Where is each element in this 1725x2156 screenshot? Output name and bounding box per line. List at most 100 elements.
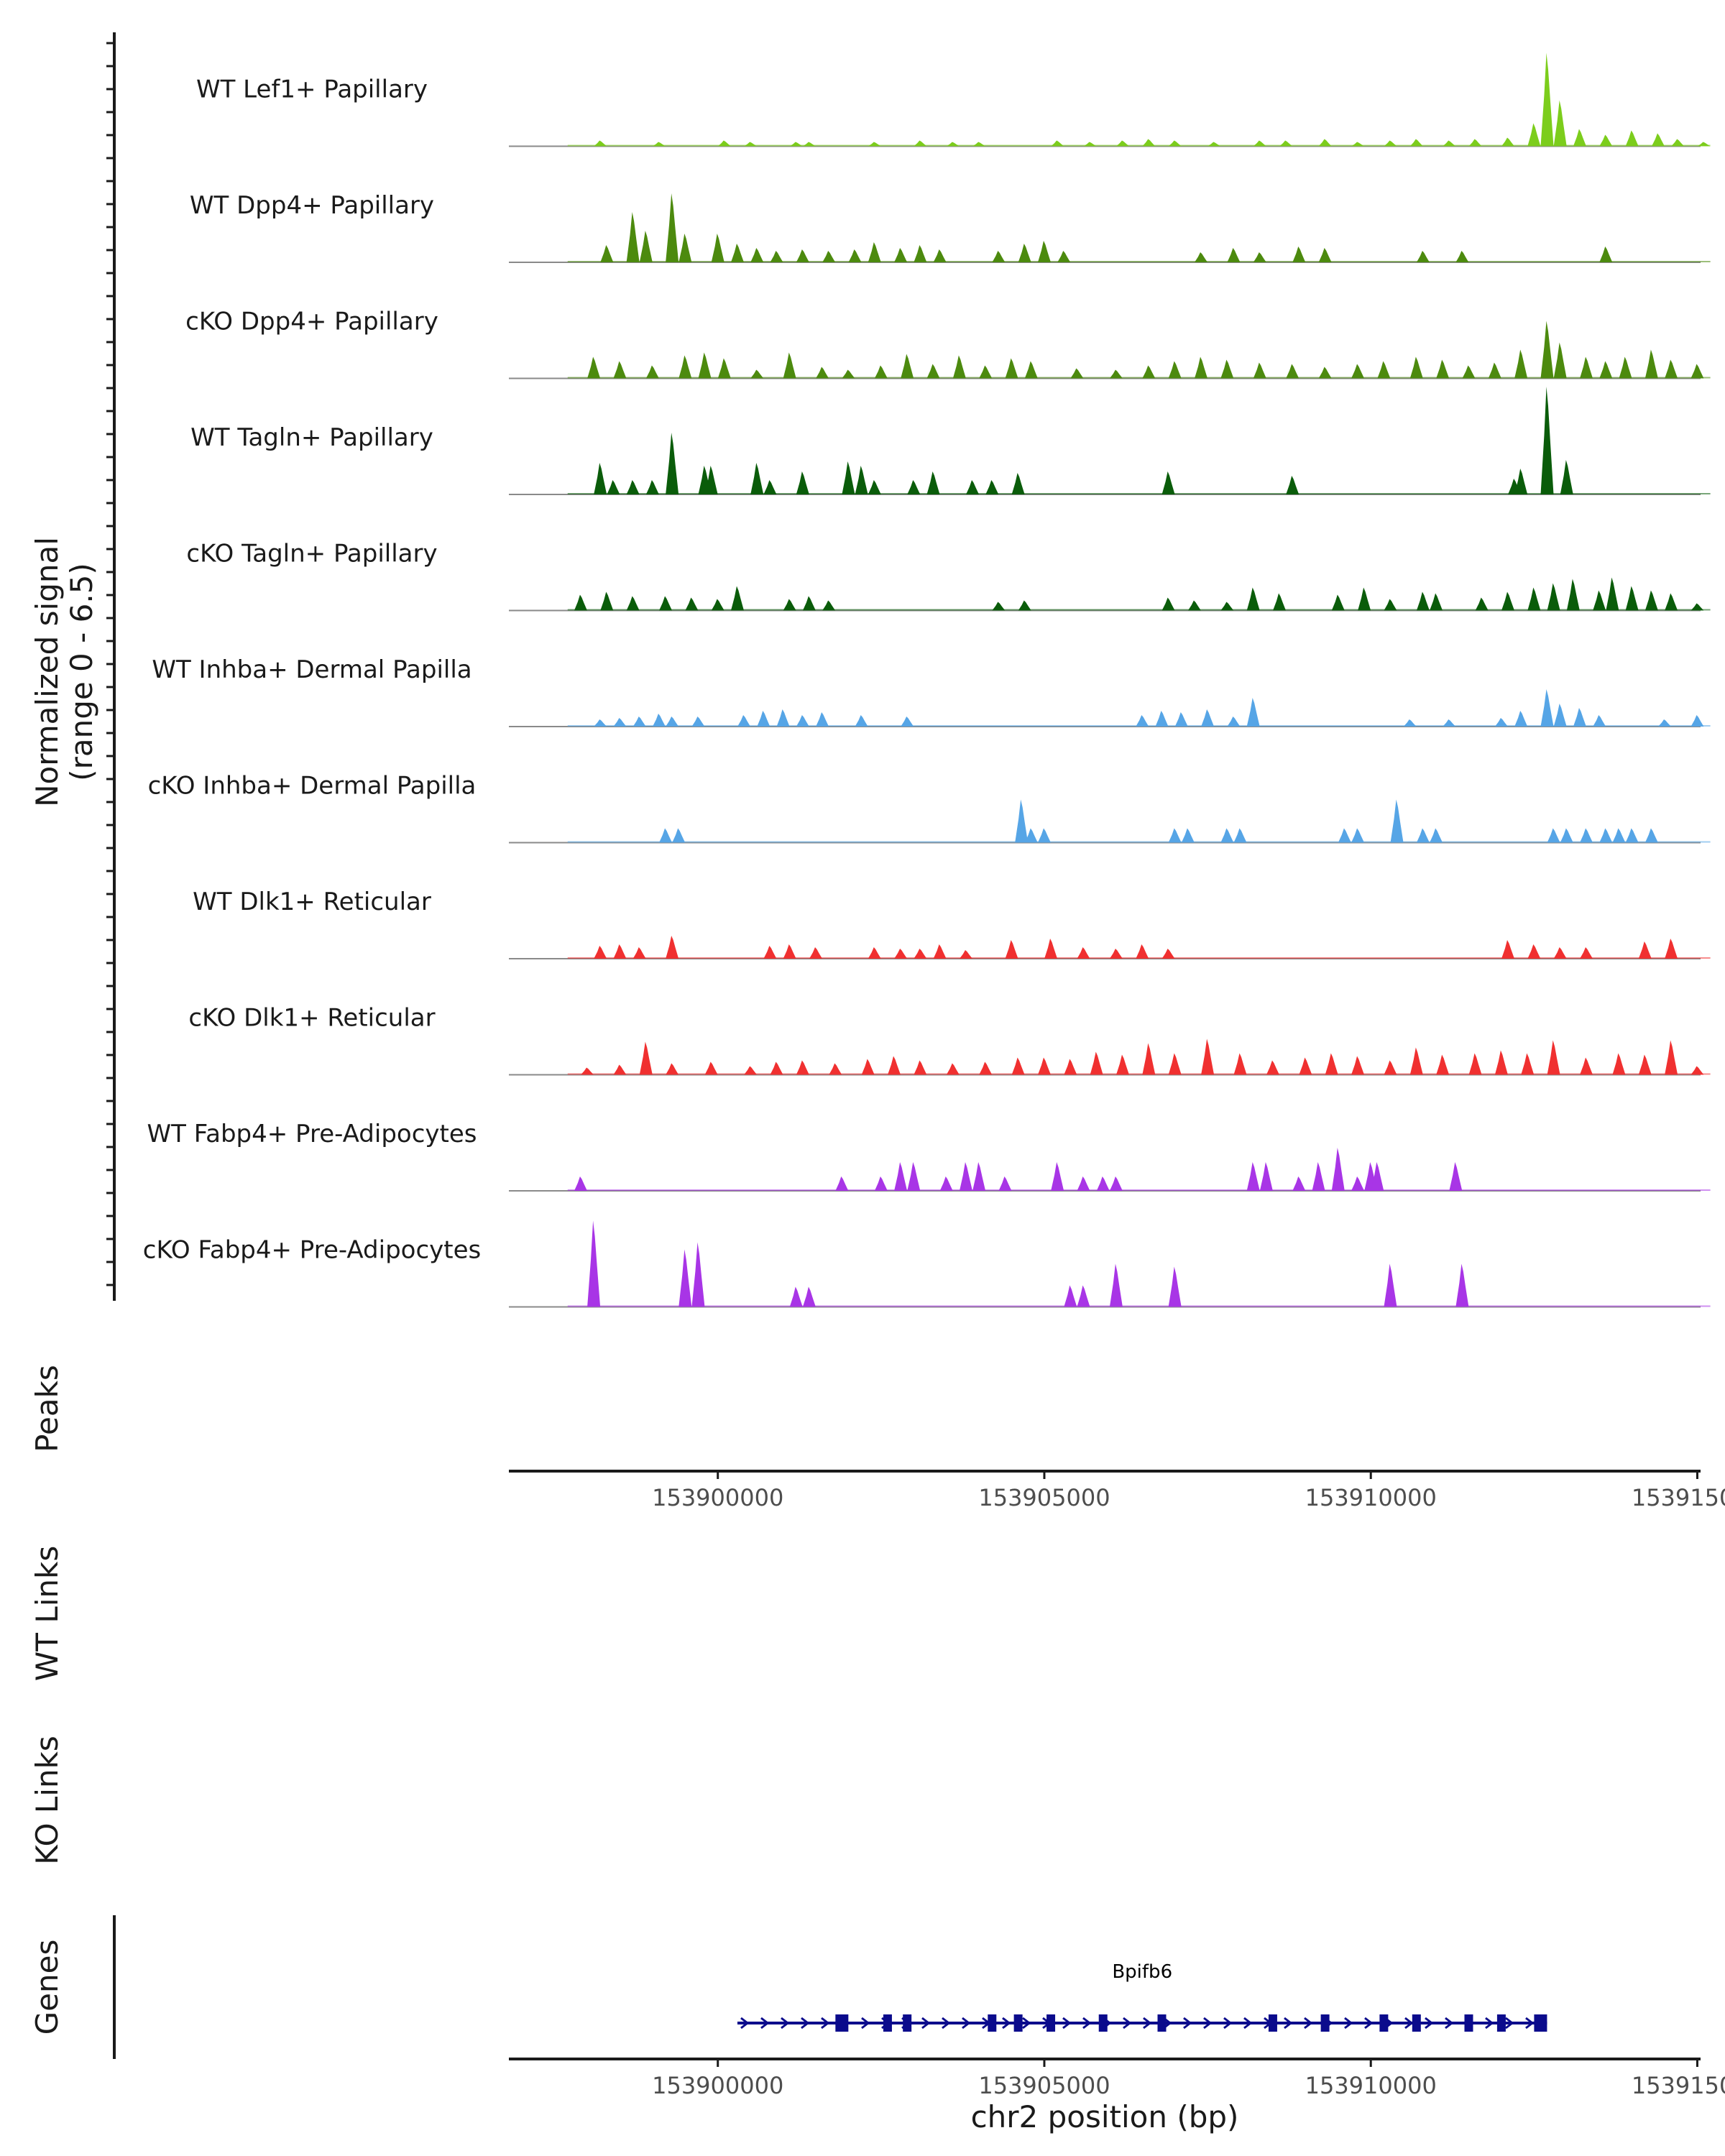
coverage-peak	[1697, 142, 1711, 147]
coverage-peak	[1488, 362, 1501, 379]
coverage-peak	[1312, 1162, 1325, 1191]
track-label: WT Inhba+ Dermal Papilla	[152, 655, 472, 684]
strand-arrow	[1364, 2017, 1374, 2030]
gene-exon	[1464, 2014, 1473, 2032]
strand-arrow	[801, 2017, 810, 2030]
x-tick-label: 153905000	[978, 2072, 1110, 2099]
coverage-peak	[972, 142, 986, 147]
track-label: WT Fabp4+ Pre-Adipocytes	[147, 1120, 477, 1148]
coverage-peak	[1494, 718, 1508, 727]
coverage-peak	[1455, 1263, 1469, 1307]
coverage-peak	[581, 1067, 594, 1075]
coverage-peak	[992, 602, 1006, 611]
coverage-peak	[822, 600, 836, 611]
track-noise	[567, 1305, 1711, 1307]
coverage-peak	[829, 1063, 842, 1075]
coverage-peak	[1462, 365, 1476, 379]
coverage-peak	[901, 354, 914, 379]
coverage-peak	[1501, 591, 1514, 611]
coverage-peak	[796, 1060, 809, 1075]
coverage-peak	[1044, 939, 1058, 959]
track-wt-tagln-papillary: WT Tagln+ Papillary	[190, 387, 1711, 495]
gene-exon	[835, 2014, 849, 2032]
coverage-peak	[1599, 361, 1613, 379]
coverage-peak	[1116, 140, 1129, 147]
coverage-peak	[763, 946, 777, 959]
coverage-peak	[717, 140, 731, 147]
coverage-peak	[894, 248, 908, 262]
gene-exon	[1268, 2014, 1277, 2032]
coverage-peak	[1416, 828, 1430, 843]
coverage-peak	[1109, 949, 1123, 959]
coverage-peak	[842, 369, 855, 379]
coverage-peak	[1527, 123, 1541, 147]
coverage-peak	[783, 944, 796, 959]
coverage-peak	[1181, 828, 1195, 843]
coverage-peak	[1436, 359, 1450, 379]
coverage-peak	[1573, 708, 1586, 727]
coverage-peak	[1227, 717, 1241, 727]
coverage-peak	[1051, 140, 1064, 147]
coverage-peak	[691, 1242, 705, 1307]
coverage-peak	[1521, 1053, 1535, 1075]
coverage-peak	[1351, 1176, 1365, 1191]
coverage-peak	[1449, 1162, 1463, 1191]
coverage-peak	[1015, 799, 1029, 843]
coverage-peak	[1358, 587, 1371, 611]
coverage-peak	[666, 1063, 679, 1075]
coverage-peak	[946, 1063, 960, 1075]
coverage-peak	[1246, 587, 1260, 611]
coverage-peak	[998, 1176, 1012, 1191]
coverage-peak	[1253, 362, 1266, 379]
coverage-peak	[1612, 828, 1626, 843]
strand-arrow	[1223, 2017, 1233, 2030]
strand-arrow	[1243, 2017, 1253, 2030]
coverage-peak	[587, 356, 601, 379]
coverage-peak	[1136, 944, 1149, 959]
coverage-peak	[1494, 1050, 1508, 1075]
coverage-peak	[666, 433, 679, 494]
coverage-peak	[1246, 1162, 1260, 1191]
track-wt-dpp4-papillary: WT Dpp4+ Papillary	[190, 191, 1711, 263]
coverage-peak	[678, 1249, 692, 1307]
coverage-peak	[1377, 361, 1391, 379]
coverage-peak	[1057, 251, 1071, 262]
track-label: WT Dlk1+ Reticular	[193, 888, 431, 916]
strand-arrow	[962, 2017, 971, 2030]
track-noise	[567, 1189, 1711, 1191]
coverage-peak	[874, 365, 888, 379]
gene-exon	[1098, 2014, 1108, 2032]
coverage-peak	[1580, 356, 1593, 379]
coverage-peak	[1651, 133, 1665, 147]
coverage-peak	[1409, 139, 1423, 147]
coverage-peak	[907, 1162, 921, 1191]
coverage-peak	[1553, 342, 1567, 379]
coverage-peak	[1246, 698, 1260, 727]
coverage-peak	[672, 828, 686, 843]
coverage-peak	[1070, 368, 1084, 379]
coverage-peak	[1501, 137, 1514, 147]
coverage-peak	[1430, 828, 1443, 843]
strand-arrow	[1404, 2017, 1414, 2030]
coverage-peak	[1443, 140, 1456, 147]
gene-exon	[1534, 2014, 1547, 2032]
coverage-peak	[1560, 828, 1573, 843]
coverage-peak	[1201, 709, 1215, 727]
track-label: WT Tagln+ Papillary	[190, 423, 433, 452]
coverage-peak	[1690, 715, 1704, 727]
coverage-peak	[855, 466, 868, 494]
coverage-peak	[666, 936, 679, 959]
coverage-peak	[645, 365, 659, 379]
track-cko-dlk1-reticular: cKO Dlk1+ Reticular	[188, 1004, 1711, 1076]
coverage-peak	[1475, 597, 1489, 611]
coverage-peak	[868, 142, 881, 147]
coverage-peak	[626, 212, 640, 262]
coverage-peak	[1227, 248, 1241, 262]
strand-arrow	[1445, 2017, 1454, 2030]
coverage-peak	[1201, 1038, 1215, 1075]
coverage-peak	[985, 480, 999, 494]
coverage-peak	[1351, 364, 1365, 379]
strand-arrow	[1082, 2017, 1092, 2030]
coverage-peak	[1540, 52, 1554, 147]
